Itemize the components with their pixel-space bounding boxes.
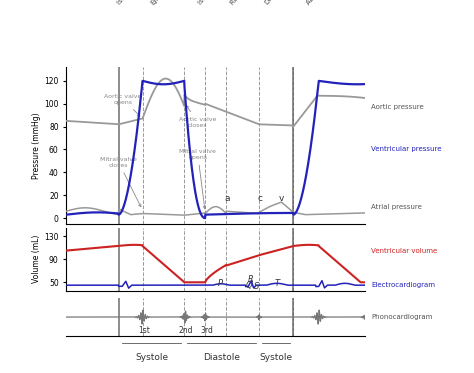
Text: Mitral valve
opens: Mitral valve opens [179, 149, 216, 209]
Text: Aortic valve
opens: Aortic valve opens [104, 94, 142, 116]
Text: v: v [279, 194, 284, 203]
Text: Isovolumic contraction: Isovolumic contraction [116, 0, 172, 6]
Text: Q: Q [245, 281, 252, 290]
Text: Rapid inflow: Rapid inflow [230, 0, 262, 6]
Text: 1st: 1st [138, 326, 150, 335]
Text: a: a [224, 194, 230, 203]
Text: c: c [257, 194, 263, 203]
Text: Isovolumic relaxation: Isovolumic relaxation [197, 0, 249, 6]
Text: Ejection: Ejection [149, 0, 172, 6]
Text: Phonocardiogram: Phonocardiogram [371, 314, 432, 320]
Text: Ventricular volume: Ventricular volume [371, 248, 437, 254]
Text: Atrial systole: Atrial systole [306, 0, 339, 6]
Text: Aortic pressure: Aortic pressure [371, 104, 424, 110]
Text: P: P [218, 279, 223, 288]
Text: Diastasis: Diastasis [263, 0, 288, 6]
Text: Atrial pressure: Atrial pressure [371, 204, 422, 210]
Text: Ventricular pressure: Ventricular pressure [371, 147, 441, 153]
Text: Electrocardiogram: Electrocardiogram [371, 282, 435, 288]
Text: 3rd: 3rd [201, 326, 213, 335]
Text: Mitral valve
closes: Mitral valve closes [100, 157, 141, 207]
Text: 2nd: 2nd [179, 326, 193, 335]
Text: Systole: Systole [260, 353, 293, 362]
Y-axis label: Volume (mL): Volume (mL) [32, 235, 41, 283]
Text: Aortic valve
closes: Aortic valve closes [179, 106, 217, 128]
Text: R: R [248, 275, 254, 284]
Y-axis label: Pressure (mmHg): Pressure (mmHg) [32, 112, 41, 179]
Text: S: S [254, 282, 260, 291]
Text: T: T [274, 279, 280, 288]
Text: Diastole: Diastole [203, 353, 240, 362]
Text: Systole: Systole [135, 353, 168, 362]
